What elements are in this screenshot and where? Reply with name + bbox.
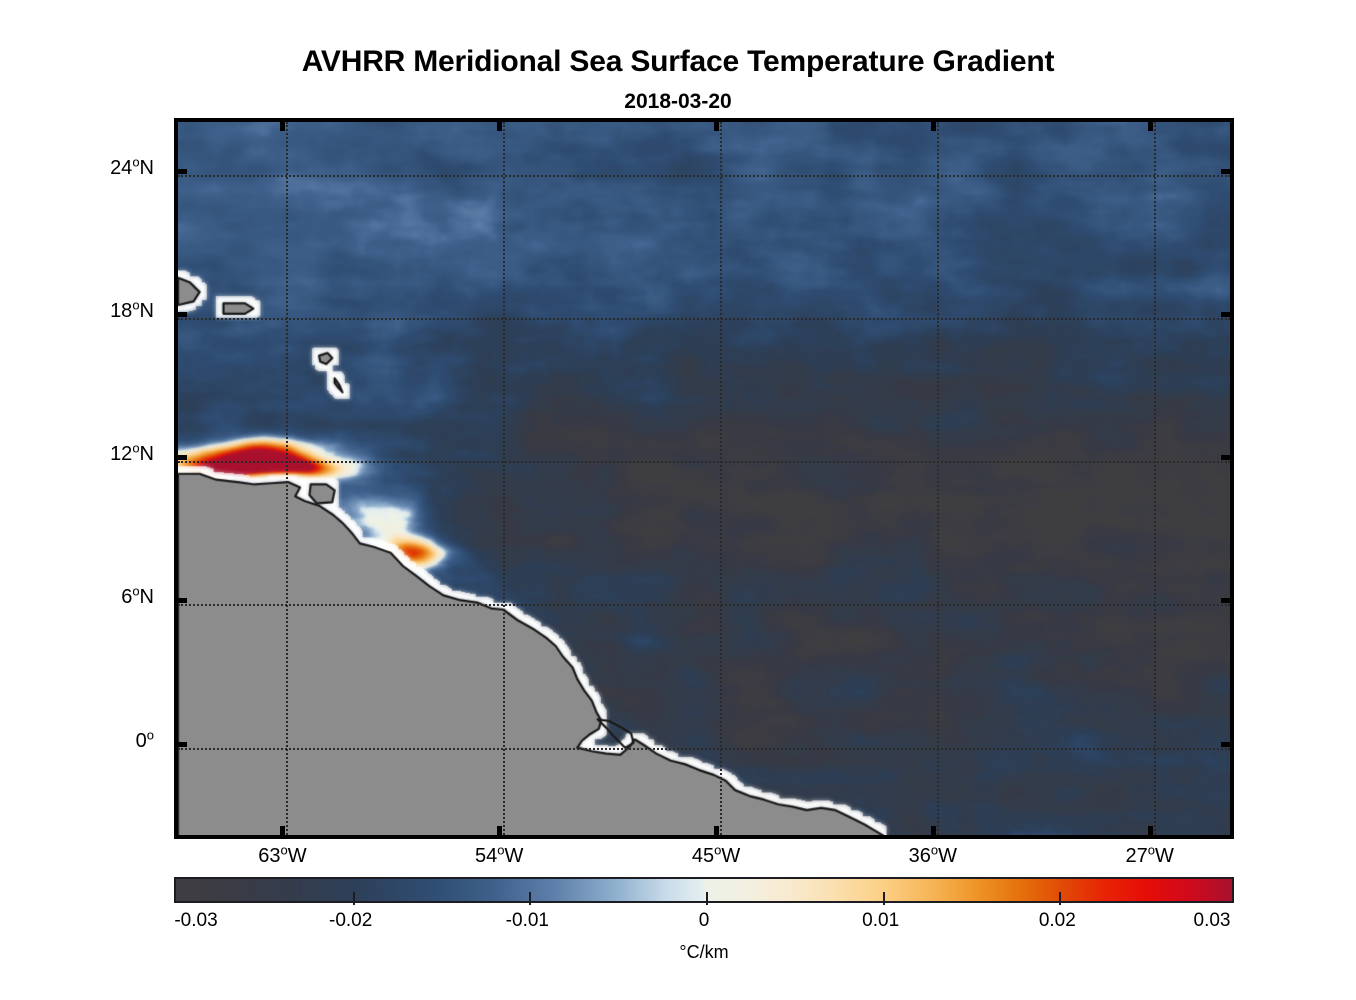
colorbar-tick-label: 0.01: [862, 910, 900, 931]
sst-gradient-heatmap[interactable]: [178, 122, 1230, 835]
x-axis-tick: [714, 120, 720, 131]
title-block: AVHRR Meridional Sea Surface Temperature…: [0, 0, 1356, 114]
y-axis-labels: 24oN 18oN 12oN 6oN 0o: [0, 118, 166, 839]
y-axis-tick: [176, 741, 187, 747]
x-axis-tick: [930, 826, 936, 837]
colorbar-tick-label: -0.02: [329, 910, 373, 931]
y-axis-tick: [176, 598, 187, 604]
y-axis-tick-label: 18oN: [110, 297, 154, 322]
y-axis-tick: [176, 455, 187, 460]
colorbar-tick-label: 0: [698, 910, 710, 931]
x-axis-tick-label: 45oW: [691, 842, 741, 867]
colorbar-unit-label: °C/km: [679, 942, 729, 962]
x-axis-tick-label: 36oW: [908, 842, 958, 867]
x-axis-tick: [1147, 826, 1153, 837]
colorbar-positive-ramp: [704, 879, 1232, 901]
colorbar[interactable]: -0.03 -0.02 -0.01 0 0.01 0.02 0.03 °C/km: [174, 877, 1234, 963]
y-axis-tick: [176, 311, 187, 317]
x-axis-tick: [930, 120, 936, 131]
colorbar-tick-label: 0.03: [1193, 910, 1231, 931]
x-axis-tick: [714, 826, 720, 837]
colorbar-tick: [1059, 892, 1062, 905]
colorbar-tick-label: 0.02: [1038, 910, 1076, 931]
x-axis-tick: [497, 826, 503, 837]
colorbar-gradient[interactable]: [174, 877, 1234, 905]
map-plot-area[interactable]: [174, 118, 1234, 839]
colorbar-tick: [706, 892, 708, 905]
x-axis-tick: [1147, 120, 1153, 131]
x-axis-tick: [280, 120, 286, 131]
x-axis-tick: [497, 120, 503, 131]
y-axis-tick: [176, 168, 187, 174]
y-axis-tick: [1221, 598, 1232, 604]
colorbar-tick: [352, 892, 355, 905]
x-axis-labels: 63oW 54oW 45oW 36oW 27oW: [174, 842, 1234, 875]
colorbar-tick: [882, 892, 885, 905]
y-axis-tick-label: 6oN: [121, 583, 154, 609]
date-subtitle: 2018-03-20: [624, 90, 732, 113]
y-axis-tick-label: 24oN: [110, 153, 154, 179]
y-axis-tick: [1221, 455, 1232, 460]
y-axis-tick: [1221, 311, 1232, 317]
colorbar-tick-label: -0.01: [505, 910, 549, 931]
y-axis-tick: [1221, 168, 1232, 174]
y-axis-tick-label: 0o: [135, 726, 154, 752]
y-axis-tick: [1221, 741, 1232, 747]
colorbar-negative-ramp: [176, 879, 704, 901]
x-axis-tick-label: 63oW: [258, 842, 307, 867]
x-axis-tick-label: 54oW: [475, 842, 524, 867]
colorbar-tick: [529, 892, 532, 905]
x-axis-tick-label: 27oW: [1125, 842, 1174, 867]
y-axis-tick-label: 12oN: [110, 440, 154, 465]
colorbar-tick-label: -0.03: [174, 910, 218, 931]
x-axis-tick: [280, 826, 286, 837]
page-title: AVHRR Meridional Sea Surface Temperature…: [301, 45, 1055, 78]
colorbar-tick-labels: -0.03 -0.02 -0.01 0 0.01 0.02 0.03: [174, 910, 1234, 936]
